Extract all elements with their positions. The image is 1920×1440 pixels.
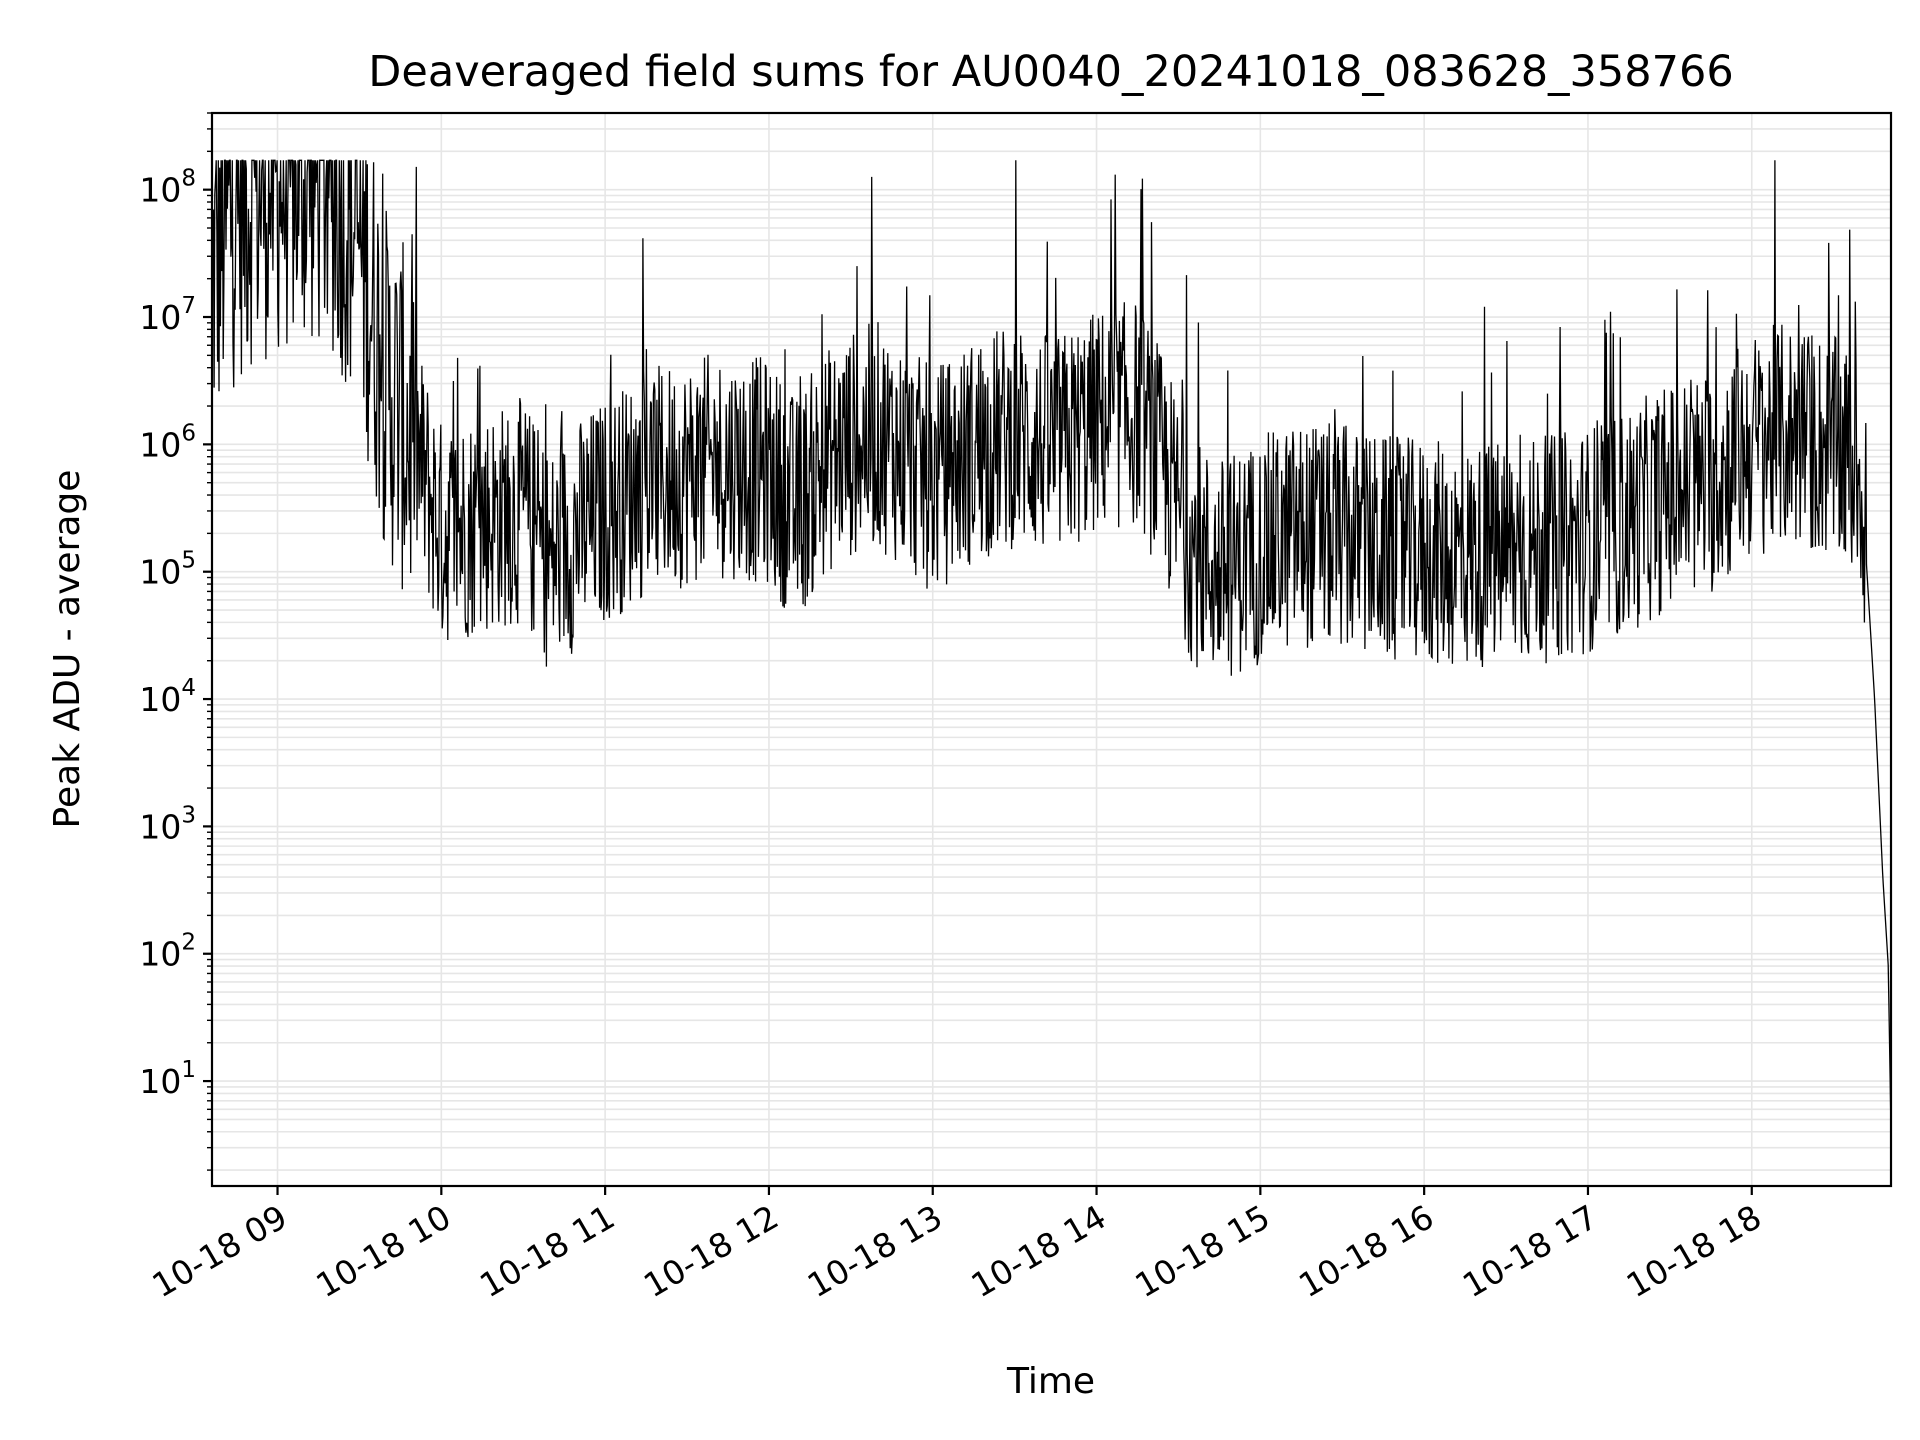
x-tick-label: 10-18 12	[637, 1197, 785, 1305]
axis-ticks: 101 102 103 104 105 106 107 108 10-18 09 10-18 10…	[139, 112, 1768, 1305]
x-tick-label: 10-18 18	[1620, 1197, 1768, 1305]
y-tick-label: 105	[139, 548, 196, 592]
y-tick-label: 104	[139, 675, 196, 719]
y-tick-label: 108	[139, 166, 196, 210]
x-tick-label: 10-18 16	[1292, 1197, 1440, 1305]
x-tick-label: 10-18 17	[1456, 1197, 1604, 1305]
y-tick-label: 103	[139, 802, 196, 846]
x-tick-label: 10-18 14	[965, 1197, 1113, 1305]
series-layer	[211, 159, 1892, 1132]
x-axis-label: Time	[1006, 1361, 1095, 1402]
y-tick-label: 101	[139, 1057, 196, 1101]
x-tick-label: 10-18 09	[146, 1197, 294, 1305]
series-line	[211, 159, 1892, 1132]
x-tick-label: 10-18 10	[309, 1197, 457, 1305]
x-tick-label: 10-18 15	[1128, 1197, 1276, 1305]
y-tick-label: 107	[139, 293, 196, 337]
plot-area-frame	[210, 111, 1893, 1188]
x-tick-label: 10-18 11	[473, 1197, 621, 1305]
y-tick-label: 102	[139, 930, 196, 974]
y-tick-label: 106	[139, 420, 196, 464]
grid	[212, 112, 1891, 1186]
x-tick-label: 10-18 13	[801, 1197, 949, 1305]
chart-title: Deaveraged field sums for AU0040_2024101…	[368, 47, 1733, 97]
y-axis-label: Peak ADU - average	[47, 470, 88, 829]
